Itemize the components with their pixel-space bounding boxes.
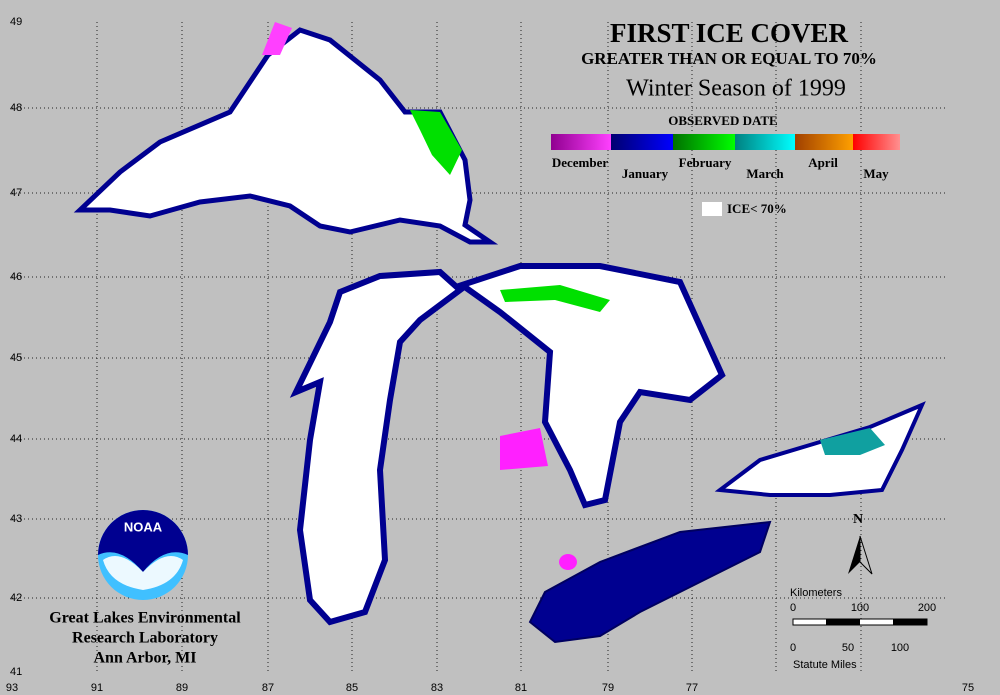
swatch-march bbox=[735, 134, 795, 150]
legend-month: March bbox=[746, 166, 784, 181]
lat-label: 45 bbox=[10, 352, 22, 364]
credits: Great Lakes Environmental Research Labor… bbox=[49, 610, 241, 667]
lake-huron bbox=[455, 263, 726, 509]
superior-ice-pink bbox=[262, 22, 292, 55]
lon-label: 83 bbox=[431, 682, 443, 694]
lat-label: 43 bbox=[10, 513, 22, 525]
lat-label: 42 bbox=[10, 592, 22, 604]
swatch-january bbox=[611, 134, 673, 150]
huron-ice-green bbox=[500, 285, 610, 312]
lake-ontario bbox=[714, 401, 926, 497]
credit-line: Great Lakes Environmental bbox=[49, 610, 241, 627]
legend-bar bbox=[551, 134, 900, 150]
legend-month: January bbox=[622, 166, 669, 181]
lon-label: 87 bbox=[262, 682, 274, 694]
lat-label: 44 bbox=[10, 433, 22, 445]
km-tick: 0 bbox=[790, 602, 796, 614]
scale-mi-label: Statute Miles bbox=[793, 659, 857, 671]
km-tick: 200 bbox=[918, 602, 936, 614]
scale-ticks: 0 100 200 0 50 100 bbox=[790, 602, 936, 654]
ontario-ice-teal bbox=[820, 428, 885, 455]
north-arrow bbox=[848, 536, 860, 574]
credit-line: Ann Arbor, MI bbox=[94, 650, 197, 667]
logo-text: NOAA bbox=[124, 519, 163, 534]
legend-month: May bbox=[863, 166, 889, 181]
mi-tick: 50 bbox=[842, 642, 854, 654]
mi-tick: 0 bbox=[790, 642, 796, 654]
huron-ice-pink bbox=[500, 428, 548, 470]
lat-label: 49 bbox=[10, 16, 22, 28]
scale-bar bbox=[792, 618, 928, 626]
lon-label: 81 bbox=[515, 682, 527, 694]
north-arrow bbox=[859, 535, 873, 575]
lake-st-clair bbox=[559, 554, 577, 570]
legend-ice-below: ICE< 70% bbox=[727, 201, 787, 216]
lake-michigan bbox=[289, 268, 465, 626]
lon-label: 77 bbox=[686, 682, 698, 694]
lat-label: 48 bbox=[10, 102, 22, 114]
lon-label: 91 bbox=[91, 682, 103, 694]
lake-erie bbox=[528, 520, 772, 644]
lon-label: 75 bbox=[962, 682, 974, 694]
swatch-december bbox=[551, 134, 611, 150]
superior-ice-green bbox=[410, 110, 462, 175]
lon-label: 89 bbox=[176, 682, 188, 694]
scale-km-label: Kilometers bbox=[790, 587, 842, 599]
swatch-february bbox=[673, 134, 735, 150]
legend-month: December bbox=[552, 155, 609, 170]
noaa-logo: NOAA bbox=[98, 510, 188, 600]
mi-tick: 100 bbox=[891, 642, 909, 654]
lon-label: 85 bbox=[346, 682, 358, 694]
title: FIRST ICE COVER bbox=[610, 18, 849, 48]
credit-line: Research Laboratory bbox=[72, 630, 218, 647]
season: Winter Season of 1999 bbox=[626, 76, 846, 102]
swatch-may bbox=[853, 134, 900, 150]
legend-months: December January February March April May bbox=[552, 155, 889, 181]
legend-white-swatch bbox=[702, 202, 722, 216]
lon-label: 93 bbox=[6, 682, 18, 694]
lon-label: 79 bbox=[602, 682, 614, 694]
legend-title: OBSERVED DATE bbox=[668, 113, 777, 128]
lat-label: 47 bbox=[10, 187, 22, 199]
north-label: N bbox=[853, 512, 863, 527]
subtitle: GREATER THAN OR EQUAL TO 70% bbox=[581, 49, 877, 68]
lat-label: 41 bbox=[10, 666, 22, 678]
legend-month: February bbox=[679, 155, 732, 170]
lat-label: 46 bbox=[10, 271, 22, 283]
legend-month: April bbox=[808, 155, 838, 170]
km-tick: 100 bbox=[851, 602, 869, 614]
swatch-april bbox=[795, 134, 853, 150]
